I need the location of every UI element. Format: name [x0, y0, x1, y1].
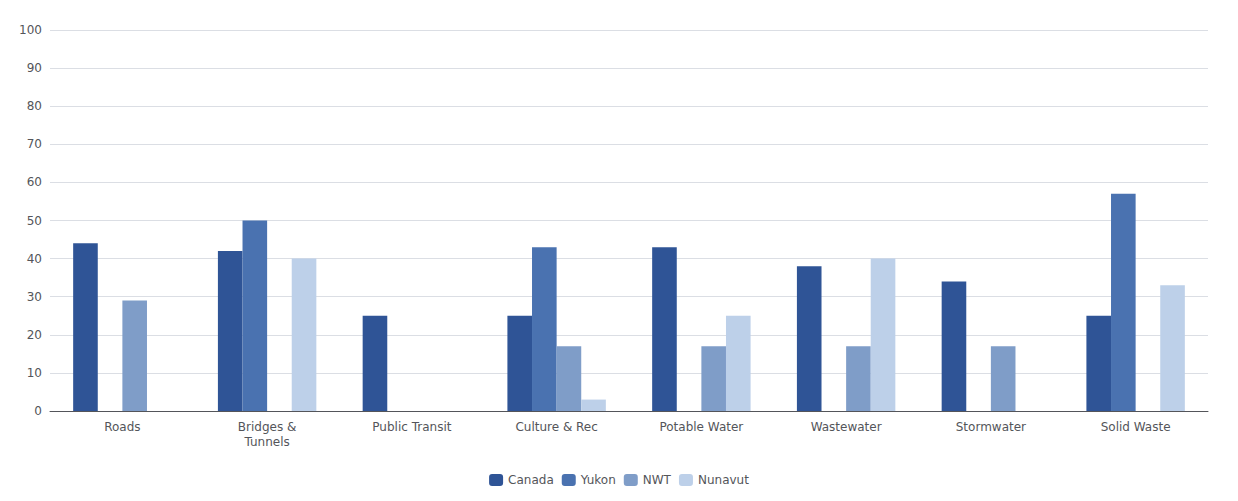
svg-text:Tunnels: Tunnels — [243, 435, 289, 449]
svg-text:Culture & Rec: Culture & Rec — [515, 420, 597, 434]
svg-text:Bridges &: Bridges & — [238, 420, 297, 434]
svg-text:Roads: Roads — [104, 420, 140, 434]
svg-text:Nunavut: Nunavut — [698, 473, 749, 487]
svg-text:90: 90 — [27, 61, 42, 75]
svg-text:0: 0 — [34, 404, 42, 418]
svg-text:10: 10 — [27, 366, 42, 380]
svg-text:Public Transit: Public Transit — [372, 420, 451, 434]
svg-text:Potable Water: Potable Water — [659, 420, 743, 434]
svg-text:40: 40 — [27, 252, 42, 266]
svg-text:60: 60 — [27, 175, 42, 189]
svg-text:80: 80 — [27, 99, 42, 113]
svg-text:50: 50 — [27, 214, 42, 228]
svg-text:Solid Waste: Solid Waste — [1101, 420, 1171, 434]
svg-text:NWT: NWT — [643, 473, 672, 487]
svg-text:Canada: Canada — [508, 473, 554, 487]
svg-text:100: 100 — [19, 23, 42, 37]
svg-text:Stormwater: Stormwater — [956, 420, 1026, 434]
svg-text:20: 20 — [27, 328, 42, 342]
svg-text:30: 30 — [27, 290, 42, 304]
svg-text:Yukon: Yukon — [580, 473, 616, 487]
svg-text:70: 70 — [27, 137, 42, 151]
svg-text:Wastewater: Wastewater — [811, 420, 882, 434]
